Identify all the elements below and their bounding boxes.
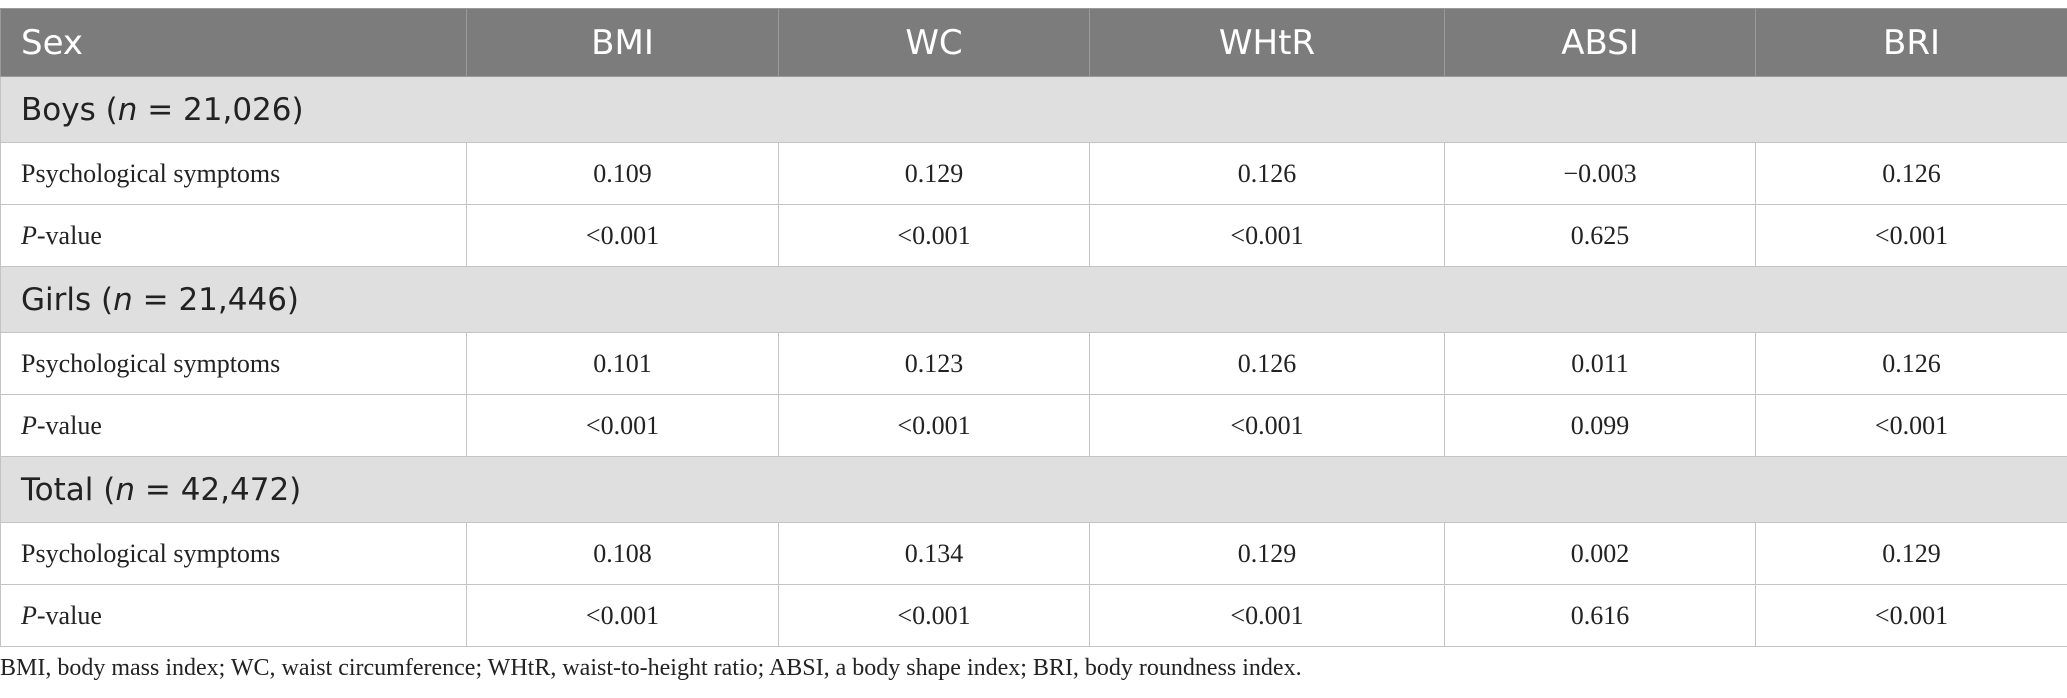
group-name: Girls bbox=[21, 281, 92, 318]
group-name: Boys bbox=[21, 91, 96, 128]
cell-wc: <0.001 bbox=[778, 394, 1090, 457]
table-row: Psychological symptoms 0.101 0.123 0.126… bbox=[0, 332, 2067, 395]
col-header-bri: BRI bbox=[1755, 8, 2067, 77]
table-row: Psychological symptoms 0.109 0.129 0.126… bbox=[0, 142, 2067, 205]
table-row: P-value <0.001 <0.001 <0.001 0.099 <0.00… bbox=[0, 394, 2067, 457]
group-label: Boys (n = 21,026) bbox=[0, 76, 2067, 143]
cell-absi: −0.003 bbox=[1444, 142, 1756, 205]
cell-whtr: 0.129 bbox=[1089, 522, 1445, 585]
group-label: Girls (n = 21,446) bbox=[0, 266, 2067, 333]
group-row-total: Total (n = 42,472) bbox=[0, 456, 2067, 523]
p-label-rest: -value bbox=[36, 600, 102, 630]
row-label: Psychological symptoms bbox=[0, 332, 467, 395]
n-value: = 21,446) bbox=[132, 281, 300, 318]
cell-whtr: <0.001 bbox=[1089, 584, 1445, 647]
n-value: = 42,472) bbox=[135, 471, 302, 508]
cell-bmi: <0.001 bbox=[466, 394, 779, 457]
row-label: P-value bbox=[0, 204, 467, 267]
cell-wc: <0.001 bbox=[778, 204, 1090, 267]
cell-bmi: 0.109 bbox=[466, 142, 779, 205]
cell-bmi: <0.001 bbox=[466, 204, 779, 267]
p-symbol: P bbox=[21, 600, 37, 630]
cell-bri: <0.001 bbox=[1755, 584, 2067, 647]
table-row: Psychological symptoms 0.108 0.134 0.129… bbox=[0, 522, 2067, 585]
cell-wc: 0.123 bbox=[778, 332, 1090, 395]
group-name: Total bbox=[21, 471, 94, 508]
n-symbol: n bbox=[113, 281, 133, 318]
cell-bri: 0.129 bbox=[1755, 522, 2067, 585]
cell-bri: <0.001 bbox=[1755, 204, 2067, 267]
cell-absi: 0.616 bbox=[1444, 584, 1756, 647]
row-label: P-value bbox=[0, 584, 467, 647]
cell-wc: 0.129 bbox=[778, 142, 1090, 205]
p-symbol: P bbox=[21, 220, 37, 250]
cell-whtr: 0.126 bbox=[1089, 332, 1445, 395]
p-label-rest: -value bbox=[36, 220, 102, 250]
cell-wc: 0.134 bbox=[778, 522, 1090, 585]
col-header-bmi: BMI bbox=[466, 8, 779, 77]
col-header-wc: WC bbox=[778, 8, 1090, 77]
group-label: Total (n = 42,472) bbox=[0, 456, 2067, 523]
header-row: Sex BMI WC WHtR ABSI BRI bbox=[0, 8, 2067, 77]
table-row: P-value <0.001 <0.001 <0.001 0.616 <0.00… bbox=[0, 584, 2067, 647]
correlation-table: Sex BMI WC WHtR ABSI BRI Boys (n = 21,02… bbox=[0, 8, 2067, 647]
cell-absi: 0.002 bbox=[1444, 522, 1756, 585]
cell-absi: 0.011 bbox=[1444, 332, 1756, 395]
cell-wc: <0.001 bbox=[778, 584, 1090, 647]
n-value: = 21,026) bbox=[137, 91, 304, 128]
row-label: Psychological symptoms bbox=[0, 522, 467, 585]
table-row: P-value <0.001 <0.001 <0.001 0.625 <0.00… bbox=[0, 204, 2067, 267]
row-label: Psychological symptoms bbox=[0, 142, 467, 205]
cell-whtr: <0.001 bbox=[1089, 204, 1445, 267]
group-row-girls: Girls (n = 21,446) bbox=[0, 266, 2067, 333]
cell-whtr: <0.001 bbox=[1089, 394, 1445, 457]
cell-whtr: 0.126 bbox=[1089, 142, 1445, 205]
cell-bmi: <0.001 bbox=[466, 584, 779, 647]
table-footnote: BMI, body mass index; WC, waist circumfe… bbox=[0, 655, 1302, 681]
col-header-sex: Sex bbox=[0, 8, 467, 77]
p-symbol: P bbox=[21, 410, 37, 440]
row-label: P-value bbox=[0, 394, 467, 457]
n-symbol: n bbox=[115, 471, 136, 508]
cell-bmi: 0.101 bbox=[466, 332, 779, 395]
cell-absi: 0.099 bbox=[1444, 394, 1756, 457]
cell-bri: <0.001 bbox=[1755, 394, 2067, 457]
group-row-boys: Boys (n = 21,026) bbox=[0, 76, 2067, 143]
n-symbol: n bbox=[117, 91, 138, 128]
cell-absi: 0.625 bbox=[1444, 204, 1756, 267]
cell-bri: 0.126 bbox=[1755, 332, 2067, 395]
col-header-whtr: WHtR bbox=[1089, 8, 1445, 77]
cell-bmi: 0.108 bbox=[466, 522, 779, 585]
cell-bri: 0.126 bbox=[1755, 142, 2067, 205]
col-header-absi: ABSI bbox=[1444, 8, 1756, 77]
p-label-rest: -value bbox=[36, 410, 102, 440]
